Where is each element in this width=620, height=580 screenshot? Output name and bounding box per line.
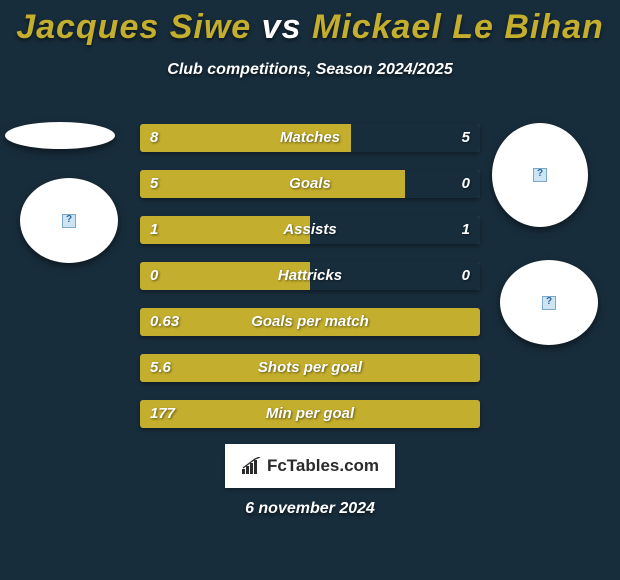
placeholder-icon bbox=[542, 296, 556, 310]
page-title: Jacques Siwe vs Mickael Le Bihan bbox=[0, 0, 620, 47]
stat-label: Shots per goal bbox=[140, 354, 480, 382]
stat-row: 177Min per goal bbox=[140, 400, 480, 428]
brand-text: FcTables.com bbox=[267, 456, 379, 476]
title-vs: vs bbox=[262, 8, 302, 46]
stat-label: Hattricks bbox=[140, 262, 480, 290]
stat-row: 1Assists1 bbox=[140, 216, 480, 244]
right_circle2 bbox=[500, 260, 598, 345]
stat-right-value: 0 bbox=[462, 262, 470, 290]
placeholder-icon bbox=[533, 168, 547, 182]
stat-right-value: 1 bbox=[462, 216, 470, 244]
title-player2: Mickael Le Bihan bbox=[312, 8, 604, 46]
right_circle1 bbox=[492, 123, 588, 227]
stat-right-value: 5 bbox=[462, 124, 470, 152]
date: 6 november 2024 bbox=[0, 500, 620, 518]
stat-label: Goals bbox=[140, 170, 480, 198]
stat-label: Matches bbox=[140, 124, 480, 152]
stat-row: 0.63Goals per match bbox=[140, 308, 480, 336]
stat-label: Assists bbox=[140, 216, 480, 244]
stats-container: 8Matches55Goals01Assists10Hattricks00.63… bbox=[140, 124, 480, 446]
placeholder-icon bbox=[62, 214, 76, 228]
stat-row: 5Goals0 bbox=[140, 170, 480, 198]
left_circle bbox=[20, 178, 118, 263]
brand-box: FcTables.com bbox=[225, 444, 395, 488]
stat-row: 0Hattricks0 bbox=[140, 262, 480, 290]
stat-row: 8Matches5 bbox=[140, 124, 480, 152]
stat-row: 5.6Shots per goal bbox=[140, 354, 480, 382]
stat-right-value: 0 bbox=[462, 170, 470, 198]
brand-chart-icon bbox=[241, 457, 263, 475]
title-player1: Jacques Siwe bbox=[16, 8, 251, 46]
stat-label: Goals per match bbox=[140, 308, 480, 336]
subtitle: Club competitions, Season 2024/2025 bbox=[0, 61, 620, 79]
left_ellipse bbox=[5, 122, 115, 149]
stat-label: Min per goal bbox=[140, 400, 480, 428]
